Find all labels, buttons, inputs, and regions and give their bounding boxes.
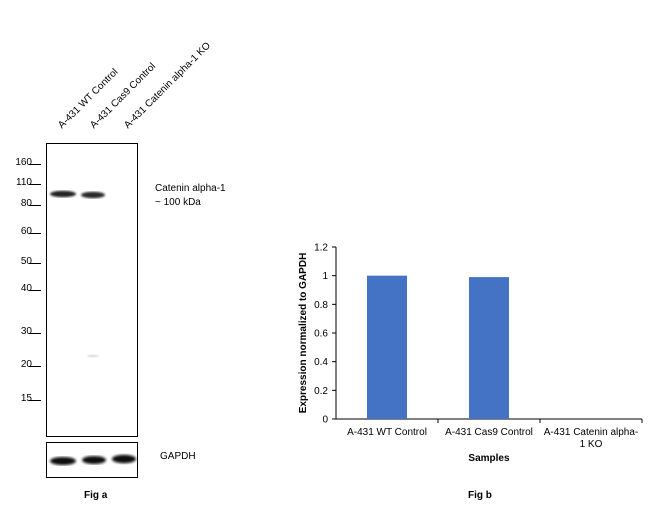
bar-2 [469, 277, 509, 419]
mw-160: 160 [15, 157, 32, 168]
gapdh-blot-image [50, 454, 136, 465]
mw-tick [29, 263, 41, 264]
mw-110: 110 [16, 177, 32, 188]
mw-15: 15 [20, 393, 32, 404]
y-tick-label: 0.6 [314, 329, 328, 340]
mw-tick [29, 400, 41, 401]
mw-30: 30 [20, 326, 32, 337]
mw-60: 60 [20, 226, 32, 237]
mw-20: 20 [20, 359, 32, 370]
mw-tick [29, 333, 41, 334]
band-label-name: Catenin alpha-1 [155, 183, 226, 194]
y-tick-label: 0.8 [314, 300, 328, 311]
mw-tick [29, 290, 41, 291]
y-tick-label: 0.2 [314, 386, 328, 397]
gapdh-label: GAPDH [160, 451, 196, 462]
bar-chart: 0 0.2 0.4 0.6 0.8 1 1.2 A-431 WT Control A-431 C… [298, 243, 643, 464]
gapdh-blot-panel [46, 442, 138, 478]
fig-a-caption: Fig a [84, 490, 108, 501]
y-axis-title: Expression normalized to GAPDH [298, 253, 309, 414]
x-tick-label: 1 KO [580, 439, 603, 450]
mw-tick [29, 164, 41, 165]
band-lane-1 [50, 190, 76, 198]
mw-40: 40 [20, 283, 32, 294]
y-tick-label: 0 [322, 415, 328, 426]
mw-tick [29, 233, 41, 234]
band-label-size: ~ 100 kDa [155, 197, 201, 208]
mw-tick [29, 366, 41, 367]
y-tick-label: 1 [322, 271, 328, 282]
x-tick-label: A-431 WT Control [347, 427, 427, 438]
mw-80: 80 [20, 198, 32, 209]
gapdh-band-lane-1 [50, 457, 76, 465]
x-tick-label: A-431 Cas9 Control [445, 427, 533, 438]
mw-tick [29, 184, 41, 185]
mw-50: 50 [20, 256, 32, 267]
x-axis-title: Samples [468, 453, 510, 464]
y-tick-label: 0.4 [314, 357, 328, 368]
main-blot-image [50, 190, 105, 357]
y-tick-label: 1.2 [314, 243, 328, 254]
gapdh-band-lane-2 [82, 456, 106, 464]
x-tick-label: A-431 Catenin alpha- [544, 427, 639, 438]
band-lane-2 [81, 191, 105, 199]
bar-1 [367, 275, 407, 419]
faint-band-lane-2 [87, 355, 99, 357]
main-blot-panel [46, 143, 138, 437]
band-label: Catenin alpha-1 ~ 100 kDa [155, 182, 226, 210]
gapdh-band-lane-3 [112, 454, 136, 464]
mw-tick [29, 205, 41, 206]
fig-b-caption: Fig b [468, 490, 492, 501]
